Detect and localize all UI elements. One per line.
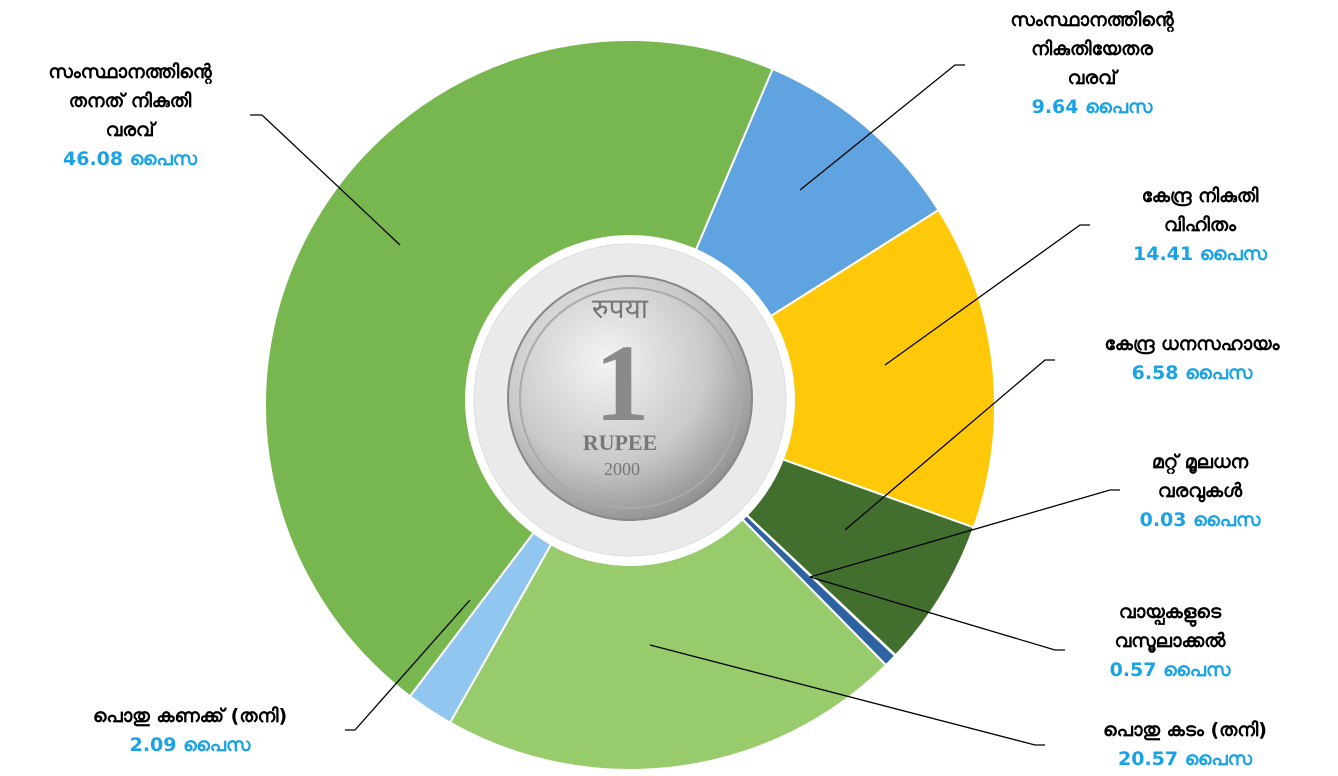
- value-label: 2.09 പൈസ: [30, 731, 350, 760]
- value-label: 14.41 പൈസ: [1040, 240, 1338, 269]
- category-label: വായ്പകളുടെ വസൂലാക്കൽ: [1010, 598, 1330, 656]
- coin-text: रुपया: [592, 292, 649, 325]
- value-label: 0.57 പൈസ: [1010, 656, 1330, 685]
- data-label: പൊതു കണക്ക് (തനി)2.09 പൈസ: [30, 702, 350, 760]
- value-label: 9.64 പൈസ: [932, 93, 1252, 122]
- category-label: കേന്ദ്ര നികുതി വിഹിതം: [1040, 182, 1338, 240]
- data-label: കേന്ദ്ര ധനസഹായം6.58 പൈസ: [1032, 330, 1338, 388]
- value-label: 46.08 പൈസ: [0, 145, 290, 174]
- coin-numeral: 1: [595, 322, 650, 444]
- coin-label: RUPEE: [583, 430, 658, 455]
- data-label: പൊതു കടം (തനി)20.57 പൈസ: [1025, 716, 1338, 774]
- category-label: മറ്റ് മൂലധന വരവുകൾ: [1040, 448, 1338, 506]
- value-label: 6.58 പൈസ: [1032, 359, 1338, 388]
- category-label: പൊതു കടം (തനി): [1025, 716, 1338, 745]
- value-label: 0.03 പൈസ: [1040, 506, 1338, 535]
- category-label: പൊതു കണക്ക് (തനി): [30, 702, 350, 731]
- data-label: സംസ്ഥാനത്തിന്റെ തനത് നികുതി വരവ്46.08 പൈ…: [0, 58, 290, 174]
- category-label: കേന്ദ്ര ധനസഹായം: [1032, 330, 1338, 359]
- category-label: സംസ്ഥാനത്തിന്റെ തനത് നികുതി വരവ്: [0, 58, 290, 145]
- value-label: 20.57 പൈസ: [1025, 745, 1338, 774]
- data-label: സംസ്ഥാനത്തിന്റെ നികുതിയേതര വരവ്9.64 പൈസ: [932, 6, 1252, 122]
- category-label: സംസ്ഥാനത്തിന്റെ നികുതിയേതര വരവ്: [932, 6, 1252, 93]
- coin-year: 2000: [604, 459, 640, 479]
- data-label: കേന്ദ്ര നികുതി വിഹിതം14.41 പൈസ: [1040, 182, 1338, 269]
- chart: रुपया 1 RUPEE 2000 സംസ്ഥാനത്തിന്റെ നികുത…: [0, 0, 1338, 776]
